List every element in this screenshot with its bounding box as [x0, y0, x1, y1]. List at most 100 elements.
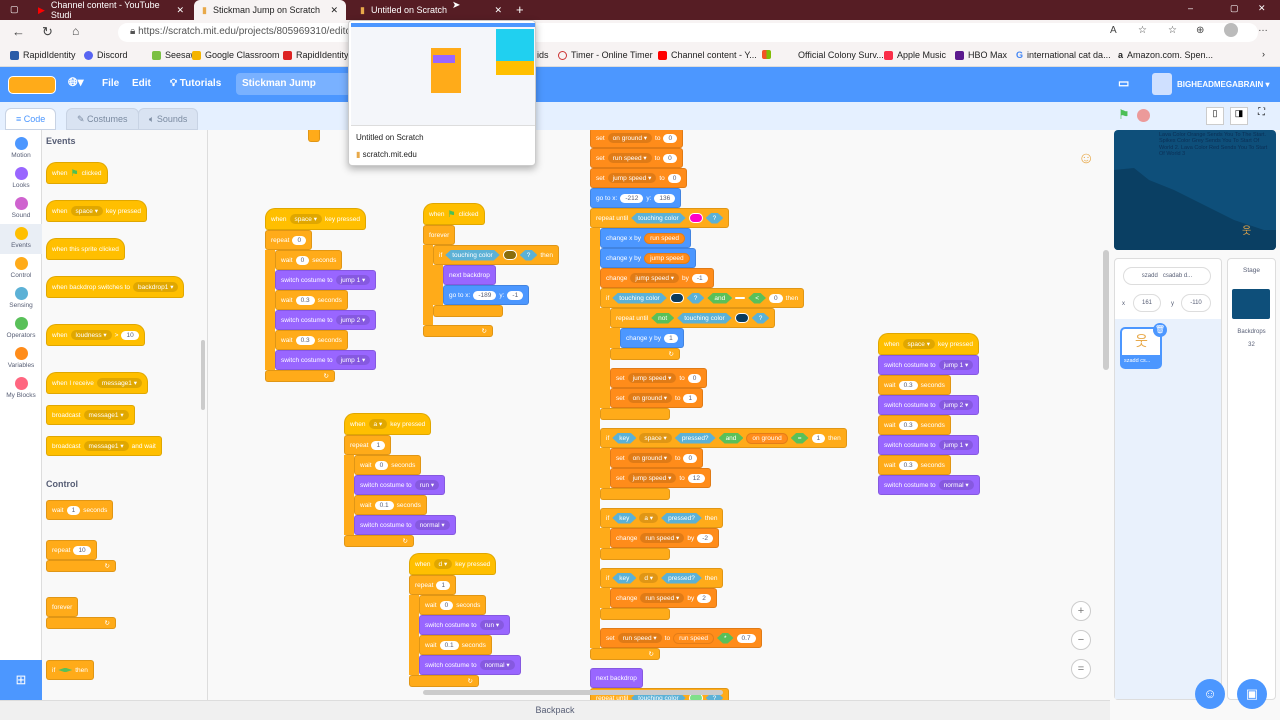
block-looks[interactable]: next backdrop — [590, 668, 643, 688]
number-input[interactable]: 1 — [811, 433, 826, 443]
number-input[interactable]: 1 — [664, 333, 678, 343]
dropdown[interactable]: loudness — [70, 330, 112, 340]
block-control[interactable]: repeat until touching color? — [590, 208, 730, 228]
tutorials-menu[interactable]: 💡︎ Tutorials — [170, 78, 221, 89]
tab-sounds[interactable]: 🔈︎ Sounds — [138, 108, 199, 130]
category-my-blocks[interactable]: My Blocks — [0, 374, 42, 404]
zoom-reset-button[interactable]: = — [1071, 659, 1091, 679]
palette-block[interactable]: repeat 10 ↻ — [46, 540, 116, 580]
back-icon[interactable]: ← — [12, 24, 25, 39]
code-script[interactable] — [308, 130, 320, 142]
project-title-input[interactable]: Stickman Jump — [236, 73, 351, 95]
category-sensing[interactable]: Sensing — [0, 284, 42, 314]
dropdown[interactable]: jump 2 — [938, 400, 974, 410]
dropdown[interactable]: on ground — [627, 393, 673, 403]
block-motion[interactable]: change x by run speed — [600, 228, 691, 248]
hat-block-events[interactable]: whenspacekey pressed — [46, 200, 148, 222]
block-control[interactable]: wait 0.3 seconds — [878, 455, 951, 475]
more-bookmarks-icon[interactable]: › — [1262, 49, 1265, 59]
dropdown[interactable]: jump 2 — [335, 315, 371, 325]
vertical-scrollbar[interactable] — [1103, 250, 1109, 370]
dropdown[interactable]: on ground — [607, 133, 653, 143]
c-end-block-control[interactable]: ↻ — [423, 325, 493, 337]
block-looks[interactable]: switch costume to jump 1 — [275, 270, 377, 290]
hat-block-events[interactable]: whendkey pressed — [409, 553, 497, 575]
dropdown[interactable]: on ground — [627, 453, 673, 463]
block-control[interactable]: repeat until not touching color? — [610, 308, 776, 328]
palette-block[interactable]: when backdrop switches to backdrop1 — [46, 276, 185, 298]
my-stuff-folder-icon[interactable]: ▭ — [1118, 76, 1130, 90]
number-input[interactable] — [735, 297, 746, 299]
palette-scrollbar[interactable] — [201, 340, 205, 410]
block-control[interactable]: wait 0.3 seconds — [878, 415, 951, 435]
number-input[interactable]: 0 — [687, 373, 702, 383]
category-sound[interactable]: Sound — [0, 194, 42, 224]
favorite-icon[interactable]: ☆ — [1138, 25, 1147, 36]
dropdown[interactable]: jump speed — [627, 473, 677, 483]
bookmark[interactable]: a Amazon.com. Spen... — [1118, 50, 1213, 60]
c-end-block-control[interactable] — [600, 548, 670, 560]
number-input[interactable]: 0.1 — [374, 500, 394, 510]
bookmark[interactable]: Seesaw — [152, 50, 197, 60]
dropdown[interactable]: space — [902, 339, 935, 349]
dropdown[interactable]: space — [289, 214, 322, 224]
number-input[interactable]: 0 — [374, 460, 389, 470]
block-motion[interactable]: go to x: -212 y: 136 — [590, 188, 682, 208]
color-swatch[interactable] — [669, 293, 684, 303]
block-looks[interactable]: switch costume to normal — [419, 655, 521, 675]
block-control[interactable]: wait 0.3 seconds — [275, 290, 348, 310]
horizontal-scrollbar[interactable] — [423, 690, 723, 695]
block-looks[interactable]: switch costume to jump 1 — [878, 435, 980, 455]
block-control[interactable]: forever — [423, 225, 456, 245]
number-input[interactable]: -189 — [473, 290, 497, 300]
number-input[interactable]: -2 — [697, 533, 713, 543]
c-end-block-control[interactable]: ↻ — [46, 617, 116, 629]
edit-menu[interactable]: Edit — [132, 78, 151, 89]
c-end-block-control[interactable] — [600, 488, 670, 500]
number-input[interactable]: 1 — [683, 393, 698, 403]
number-input[interactable]: 1 — [371, 440, 386, 450]
zoom-out-button[interactable]: − — [1071, 630, 1091, 650]
color-swatch[interactable] — [688, 213, 703, 223]
bookmark[interactable]: Apple Music — [884, 50, 946, 60]
block-control[interactable]: wait 0 seconds — [275, 250, 343, 270]
bookmark[interactable]: HBO Max — [955, 50, 1007, 60]
color-swatch[interactable] — [502, 250, 517, 260]
bookmark[interactable]: Timer - Online Timer — [558, 50, 653, 60]
hat-block-events[interactable]: when I receive message1 — [46, 372, 148, 394]
fullscreen-icon[interactable]: ⛶ — [1258, 107, 1265, 118]
block-control[interactable]: wait 0.1 seconds — [419, 635, 492, 655]
favorites-list-icon[interactable]: ☆ — [1168, 25, 1177, 36]
large-stage-button[interactable]: ◨ — [1230, 107, 1248, 125]
block-control[interactable]: wait 0.3 seconds — [275, 330, 348, 350]
block-looks[interactable]: switch costume to run — [354, 475, 446, 495]
block-looks[interactable]: switch costume to normal — [878, 475, 980, 495]
block-looks[interactable]: switch costume to jump 1 — [275, 350, 377, 370]
number-input[interactable]: 0.3 — [295, 335, 315, 345]
user-avatar[interactable] — [1152, 73, 1172, 95]
read-aloud-icon[interactable]: A — [1110, 25, 1117, 36]
dropdown[interactable]: d — [433, 559, 453, 569]
c-end-block-control[interactable]: ↻ — [265, 370, 335, 382]
hat-block-events[interactable]: when this sprite clicked — [46, 238, 125, 260]
profile-avatar[interactable] — [1224, 23, 1238, 37]
c-end-block-control[interactable] — [433, 305, 503, 317]
number-input[interactable]: 136 — [654, 193, 676, 203]
block-control[interactable]: if touching color? and <0 then — [600, 288, 805, 308]
tab-hover-preview[interactable]: Untitled on Scratch ▮ scratch.mit.edu — [348, 20, 536, 166]
block-control[interactable]: wait 0.1 seconds — [354, 495, 427, 515]
block-looks[interactable]: switch costume to normal — [354, 515, 456, 535]
bookmark[interactable]: ids — [537, 50, 549, 60]
close-window-button[interactable]: ✕ — [1258, 3, 1266, 13]
delete-sprite-icon[interactable]: 🗑︎ — [1153, 323, 1167, 337]
number-input[interactable]: -1 — [507, 290, 524, 300]
small-stage-button[interactable]: ▯ — [1206, 107, 1224, 125]
close-tab-icon[interactable]: ✕ — [494, 4, 502, 15]
zoom-in-button[interactable]: + — [1071, 601, 1091, 621]
